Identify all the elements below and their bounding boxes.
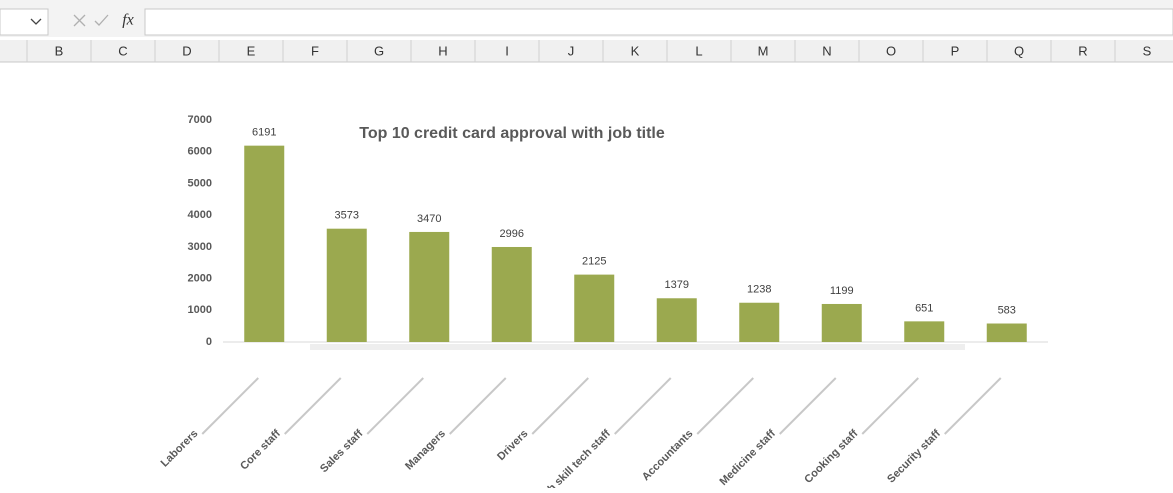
column-header: D xyxy=(182,43,191,58)
x-tick-label: Drivers xyxy=(495,428,530,463)
y-tick-label: 2000 xyxy=(188,272,212,284)
function-icon[interactable]: fx xyxy=(122,12,134,29)
column-header: G xyxy=(374,43,384,58)
y-tick-label: 1000 xyxy=(188,304,212,316)
bar xyxy=(739,302,780,342)
label-shadow xyxy=(201,377,259,435)
column-header: P xyxy=(951,43,960,58)
name-box-dropdown[interactable] xyxy=(30,18,42,25)
column-header: J xyxy=(568,43,575,58)
x-tick-label: Cooking staff xyxy=(802,427,860,485)
y-tick-label: 3000 xyxy=(188,241,212,253)
label-shadow xyxy=(449,377,507,435)
column-header: N xyxy=(822,43,831,58)
column-header: M xyxy=(758,43,769,58)
y-tick-label: 0 xyxy=(206,336,212,348)
x-tick-label: Core staff xyxy=(238,427,283,472)
data-label: 583 xyxy=(998,304,1016,316)
x-tick-label: Managers xyxy=(403,428,448,473)
label-shadow xyxy=(779,377,837,435)
formula-input[interactable] xyxy=(144,8,1173,36)
y-tick-label: 5000 xyxy=(188,177,212,189)
x-tick-label: Sales staff xyxy=(318,427,366,475)
column-header: H xyxy=(438,43,447,58)
y-tick-label: 7000 xyxy=(188,114,212,126)
label-shadow xyxy=(614,377,672,435)
label-shadow xyxy=(861,377,919,435)
x-tick-label: High skill tech staff xyxy=(533,427,613,488)
x-tick-label: Medicine staff xyxy=(718,427,779,488)
data-label: 3470 xyxy=(417,213,441,225)
data-label: 2125 xyxy=(582,256,606,268)
label-shadow xyxy=(696,377,754,435)
label-shadow xyxy=(366,377,424,435)
column-header: L xyxy=(695,43,702,58)
column-header-row xyxy=(0,40,1173,62)
column-header: K xyxy=(631,43,640,58)
bar xyxy=(904,321,945,342)
y-tick-label: 4000 xyxy=(188,209,212,221)
bar xyxy=(986,323,1027,342)
x-tick-label: Security staff xyxy=(885,427,943,485)
column-header: Q xyxy=(1014,43,1024,58)
chart-title: Top 10 credit card approval with job tit… xyxy=(359,125,665,142)
bar xyxy=(244,145,285,342)
column-header: O xyxy=(886,43,896,58)
x-tick-label: Accountants xyxy=(640,428,696,484)
x-tick-label: Laborers xyxy=(159,428,201,470)
bar xyxy=(656,298,697,342)
bar xyxy=(326,228,367,342)
enter-icon[interactable] xyxy=(94,14,109,26)
column-header: I xyxy=(505,43,509,58)
data-label: 2996 xyxy=(500,228,524,240)
bar xyxy=(409,231,450,342)
axis-shadow xyxy=(310,344,965,350)
label-shadow xyxy=(284,377,342,435)
column-header: E xyxy=(247,43,256,58)
data-label: 651 xyxy=(915,302,933,314)
column-header: C xyxy=(118,43,127,58)
bar xyxy=(821,303,862,342)
column-header: B xyxy=(55,43,64,58)
column-header: F xyxy=(311,43,319,58)
data-label: 6191 xyxy=(252,127,276,139)
name-box[interactable] xyxy=(0,8,49,36)
column-header: S xyxy=(1143,43,1152,58)
data-label: 3573 xyxy=(335,210,359,222)
data-label: 1238 xyxy=(747,284,771,296)
column-header: R xyxy=(1078,43,1087,58)
y-tick-label: 6000 xyxy=(188,146,212,158)
data-label: 1199 xyxy=(830,285,854,297)
data-label: 1379 xyxy=(665,279,689,291)
label-shadow xyxy=(531,377,589,435)
bar xyxy=(491,246,532,342)
bar xyxy=(574,274,615,342)
label-shadow xyxy=(944,377,1002,435)
cancel-icon[interactable] xyxy=(73,14,86,27)
